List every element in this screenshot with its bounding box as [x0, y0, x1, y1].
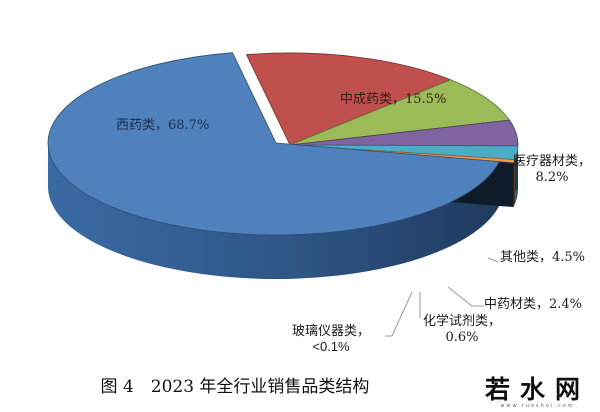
label-xiyao: 西药类，68.7%: [116, 118, 210, 133]
pie-top-faces: [47, 52, 519, 236]
label-boli: 玻璃仪器类， <0.1%: [276, 323, 386, 356]
label-yiliao: 医疗器材类， 8.2%: [502, 154, 600, 187]
label-huaxue-name: 化学试剂类，: [422, 314, 501, 329]
label-boli-name: 玻璃仪器类，: [291, 323, 370, 338]
label-boli-value: <0.1%: [312, 339, 350, 355]
label-yiliao-name: 医疗器材类，: [512, 154, 591, 169]
label-zhongchengyao: 中成药类，15.5%: [340, 92, 447, 107]
label-huaxue: 化学试剂类， 0.6%: [412, 314, 512, 347]
watermark-text: 若水网: [484, 375, 590, 404]
label-zhongyaocai: 中药材类，2.4%: [484, 297, 583, 312]
leader-lines: [385, 257, 499, 337]
watermark-subtext: www.ruoshui.com: [500, 403, 575, 409]
pie-slice-1: [245, 52, 452, 146]
pie-slice-0: [47, 52, 500, 236]
pie-chart: [47, 52, 519, 337]
label-yiliao-value: 8.2%: [535, 170, 569, 186]
label-huaxue-value: 0.6%: [445, 330, 479, 346]
pie-slice-2: [289, 79, 511, 146]
watermark-logo: 若水网 www.ruoshui.com: [480, 370, 595, 409]
figure-caption: 图 4 2023 年全行业销售品类结构: [100, 377, 370, 397]
label-qita: 其他类，4.5%: [500, 250, 586, 265]
